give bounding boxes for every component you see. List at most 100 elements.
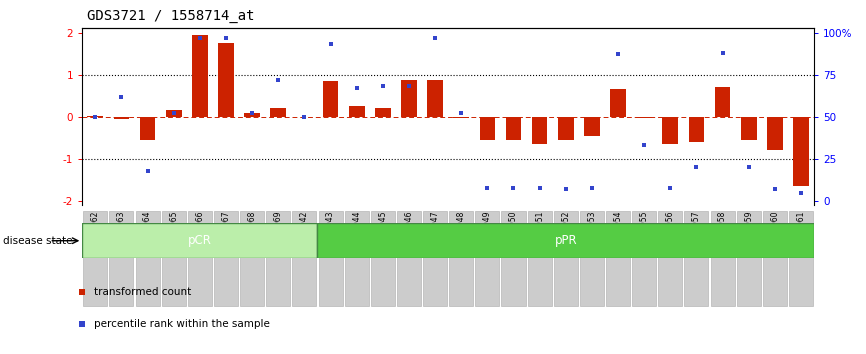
Bar	[318, 223, 814, 258]
Bar	[580, 211, 604, 306]
Text: GSM559057: GSM559057	[692, 211, 701, 257]
Bar	[427, 80, 443, 117]
Bar	[188, 211, 212, 306]
Text: GSM559051: GSM559051	[535, 211, 544, 257]
Point	[324, 41, 338, 47]
Text: GSM559069: GSM559069	[274, 211, 283, 257]
Bar	[244, 113, 260, 117]
Bar	[240, 211, 264, 306]
Text: GSM559061: GSM559061	[797, 211, 805, 257]
Bar	[606, 211, 630, 306]
Bar	[82, 223, 318, 258]
Text: GSM559046: GSM559046	[404, 211, 413, 257]
Text: GSM559068: GSM559068	[248, 211, 256, 257]
Bar	[454, 117, 469, 118]
Bar	[109, 211, 133, 306]
Point	[689, 165, 703, 170]
Bar	[218, 43, 234, 117]
Bar	[632, 211, 656, 306]
Bar	[214, 211, 238, 306]
Bar	[558, 117, 573, 140]
Bar	[532, 117, 547, 144]
Bar	[266, 211, 290, 306]
Bar	[371, 211, 395, 306]
Text: GSM559055: GSM559055	[640, 211, 649, 257]
Point	[742, 165, 756, 170]
Bar	[684, 211, 708, 306]
Point	[585, 185, 598, 190]
Bar	[270, 108, 286, 117]
Point	[611, 52, 625, 57]
Bar	[662, 117, 678, 144]
Text: GSM559049: GSM559049	[483, 211, 492, 257]
Point	[481, 185, 494, 190]
Bar	[740, 117, 757, 140]
Bar	[475, 211, 500, 306]
Bar	[793, 117, 809, 186]
Point	[245, 110, 259, 116]
Bar	[166, 110, 182, 117]
Point	[350, 85, 364, 91]
Text: GSM559048: GSM559048	[456, 211, 466, 257]
Bar	[737, 211, 760, 306]
Bar	[553, 211, 578, 306]
Text: GSM559050: GSM559050	[509, 211, 518, 257]
Bar	[319, 211, 343, 306]
Point	[271, 77, 285, 82]
Text: GSM559056: GSM559056	[666, 211, 675, 257]
Point	[219, 35, 233, 40]
Bar	[401, 80, 417, 117]
Bar	[192, 35, 208, 117]
Bar	[527, 211, 552, 306]
Bar	[611, 90, 626, 117]
Bar	[136, 211, 159, 306]
Text: GSM559064: GSM559064	[143, 211, 152, 257]
Point	[637, 143, 651, 148]
Bar	[763, 211, 787, 306]
Bar	[688, 117, 704, 142]
Text: transformed count: transformed count	[94, 287, 191, 297]
Text: GSM559054: GSM559054	[613, 211, 623, 257]
Point	[88, 114, 102, 120]
Bar	[345, 211, 369, 306]
Bar	[349, 106, 365, 117]
Point	[768, 187, 782, 192]
Text: pPR: pPR	[554, 234, 577, 247]
Text: GSM559052: GSM559052	[561, 211, 570, 257]
Text: GSM559059: GSM559059	[744, 211, 753, 257]
Bar	[423, 211, 447, 306]
Bar	[710, 211, 734, 306]
Text: GSM559047: GSM559047	[430, 211, 440, 257]
Bar	[139, 117, 156, 140]
Point	[298, 114, 312, 120]
Point	[428, 35, 442, 40]
Point	[533, 185, 546, 190]
Text: GSM559044: GSM559044	[352, 211, 361, 257]
Bar	[293, 211, 316, 306]
Point	[507, 185, 520, 190]
Point	[114, 94, 128, 99]
Point	[663, 185, 677, 190]
Bar	[501, 211, 526, 306]
Bar	[637, 117, 652, 118]
Bar	[83, 211, 107, 306]
Bar	[323, 81, 339, 117]
Text: pCR: pCR	[188, 234, 212, 247]
Text: GDS3721 / 1558714_at: GDS3721 / 1558714_at	[87, 9, 254, 23]
Bar	[506, 117, 521, 140]
Text: GSM559060: GSM559060	[771, 211, 779, 257]
Text: GSM559043: GSM559043	[326, 211, 335, 257]
Text: percentile rank within the sample: percentile rank within the sample	[94, 319, 269, 329]
Bar	[714, 87, 730, 117]
Bar	[162, 211, 186, 306]
Bar	[87, 116, 103, 117]
Bar	[789, 211, 813, 306]
Point	[376, 84, 390, 89]
Point	[715, 50, 729, 56]
Bar	[658, 211, 682, 306]
Bar	[375, 108, 391, 117]
Text: GSM559067: GSM559067	[222, 211, 230, 257]
Text: GSM559058: GSM559058	[718, 211, 727, 257]
Text: GSM559053: GSM559053	[587, 211, 597, 257]
Bar	[113, 117, 129, 119]
